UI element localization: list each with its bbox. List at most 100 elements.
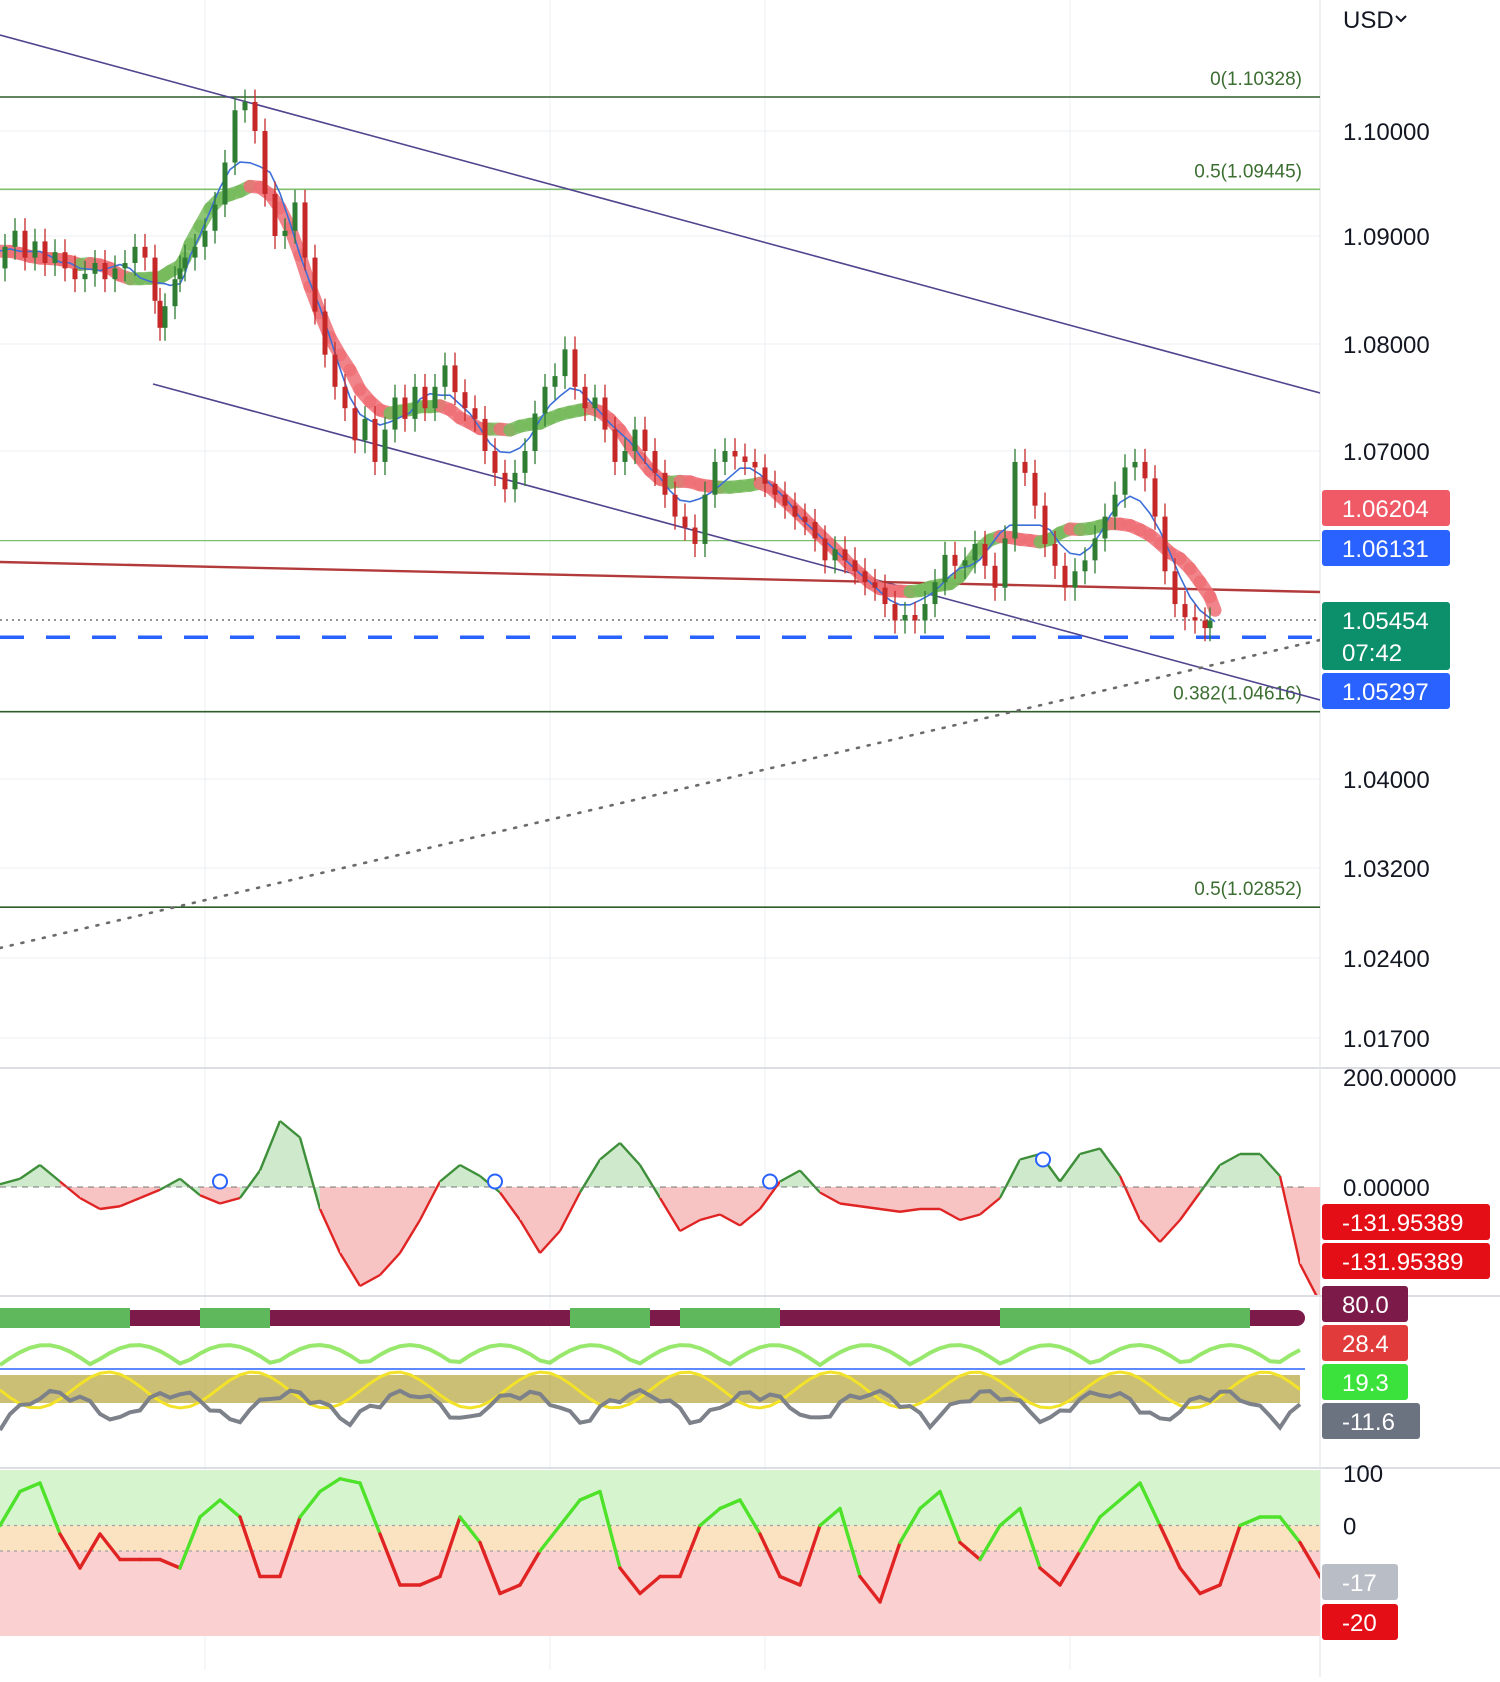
candle-body [933, 582, 938, 604]
candle-body [23, 231, 28, 258]
candle-body [383, 430, 388, 462]
candle-body [163, 306, 168, 328]
candle-body [453, 365, 458, 392]
currency-menu[interactable]: USD [1343, 7, 1406, 34]
candle-body [123, 263, 128, 268]
candle-body [1163, 517, 1168, 572]
candle-body [853, 560, 858, 571]
momentum-zone-lower [0, 1551, 1320, 1636]
dotted-trend-line [0, 640, 1320, 948]
candle-body [813, 522, 818, 538]
candle-body [743, 456, 748, 461]
price-tag-label: 19.3 [1342, 1370, 1389, 1397]
momentum-panel[interactable] [0, 1466, 1360, 1636]
candle-body [243, 102, 248, 110]
candle-body [1113, 495, 1118, 517]
candle-body [283, 231, 288, 236]
candle-body [703, 495, 708, 544]
oscillator-area [1240, 1154, 1260, 1187]
candle-body [503, 473, 508, 489]
candle-body [1123, 467, 1128, 494]
strength-green-line [0, 1345, 1300, 1365]
price-tag-label: 28.4 [1342, 1331, 1389, 1358]
candle-body [723, 451, 728, 462]
candle-body [1013, 462, 1018, 539]
signal-circle [1036, 1153, 1050, 1167]
price-panel[interactable]: 0(1.10328)0.5(1.09445)0.382(1.04616)0.5(… [0, 35, 1320, 948]
candle-body [753, 462, 758, 467]
candle-body [1173, 571, 1178, 604]
candle-body [83, 274, 88, 279]
momentum-axis-tick: 100 [1343, 1461, 1383, 1488]
candle-body [833, 549, 838, 560]
candle-body [203, 231, 208, 247]
candle-body [913, 615, 918, 620]
candle-body [293, 202, 298, 230]
candle-body [93, 263, 98, 274]
candle-body [733, 451, 738, 456]
price-tag-label: 1.06131 [1342, 536, 1429, 563]
price-axis-tick: 1.10000 [1343, 119, 1430, 146]
price-axis-tick: 1.04000 [1343, 767, 1430, 794]
candle-body [493, 451, 498, 473]
ma-ribbon-segment [1210, 597, 1215, 610]
candle-body [603, 398, 608, 430]
candle-body [1203, 620, 1208, 628]
candle-body [943, 555, 948, 582]
candle-body [178, 268, 183, 279]
oscillator-area [400, 1187, 420, 1253]
candle-body [803, 517, 808, 522]
oscillator-area [1140, 1187, 1160, 1242]
candle-body [823, 538, 828, 560]
oscillator-area [1160, 1187, 1180, 1242]
candle-body [863, 571, 868, 582]
oscillator-panel[interactable] [0, 1121, 1340, 1303]
candle-body [533, 414, 538, 451]
candle-body [683, 517, 688, 528]
candle-body [893, 604, 898, 620]
oscillator-area [360, 1187, 380, 1286]
price-tag-label: -131.95389 [1342, 1249, 1463, 1276]
candle-body [1053, 544, 1058, 566]
chevron-down-icon [1396, 16, 1406, 21]
candle-body [963, 560, 968, 565]
price-axis-tick: 1.08000 [1343, 332, 1430, 359]
candle-body [653, 451, 658, 473]
candle-body [553, 376, 558, 387]
candle-body [333, 355, 338, 387]
candle-body [633, 430, 638, 451]
candle-body [73, 268, 78, 279]
fib-level-label: 0.5(1.09445) [1194, 161, 1302, 182]
candle-body [583, 387, 588, 408]
price-tag-countdown: 07:42 [1342, 640, 1402, 667]
candle-body [33, 241, 38, 257]
candle-body [213, 205, 218, 231]
price-tag-label: -20 [1342, 1610, 1377, 1637]
candle-body [373, 419, 378, 462]
support-line [0, 562, 1320, 592]
signal-circle [213, 1175, 227, 1189]
candle-body [423, 387, 428, 408]
momentum-zone-mid [0, 1526, 1320, 1552]
candle-body [983, 544, 988, 566]
currency-label: USD [1343, 7, 1394, 34]
oscillator-area [320, 1187, 340, 1253]
oscillator-area [600, 1143, 620, 1187]
candle-body [953, 555, 958, 566]
candle-body [993, 566, 998, 588]
candle-body [1133, 462, 1138, 467]
candle-body [673, 495, 678, 517]
candle-body [413, 387, 418, 419]
oscillator-axis-tick: 200.00000 [1343, 1065, 1456, 1092]
price-axis-tick: 1.02400 [1343, 946, 1430, 973]
candle-body [173, 279, 178, 306]
candle-body [1033, 473, 1038, 506]
strength-panel[interactable] [0, 1308, 1305, 1430]
candle-body [403, 398, 408, 419]
candle-body [313, 258, 318, 312]
candle-body [1208, 620, 1213, 628]
candle-body [613, 430, 618, 462]
price-tag-label: -17 [1342, 1570, 1377, 1597]
